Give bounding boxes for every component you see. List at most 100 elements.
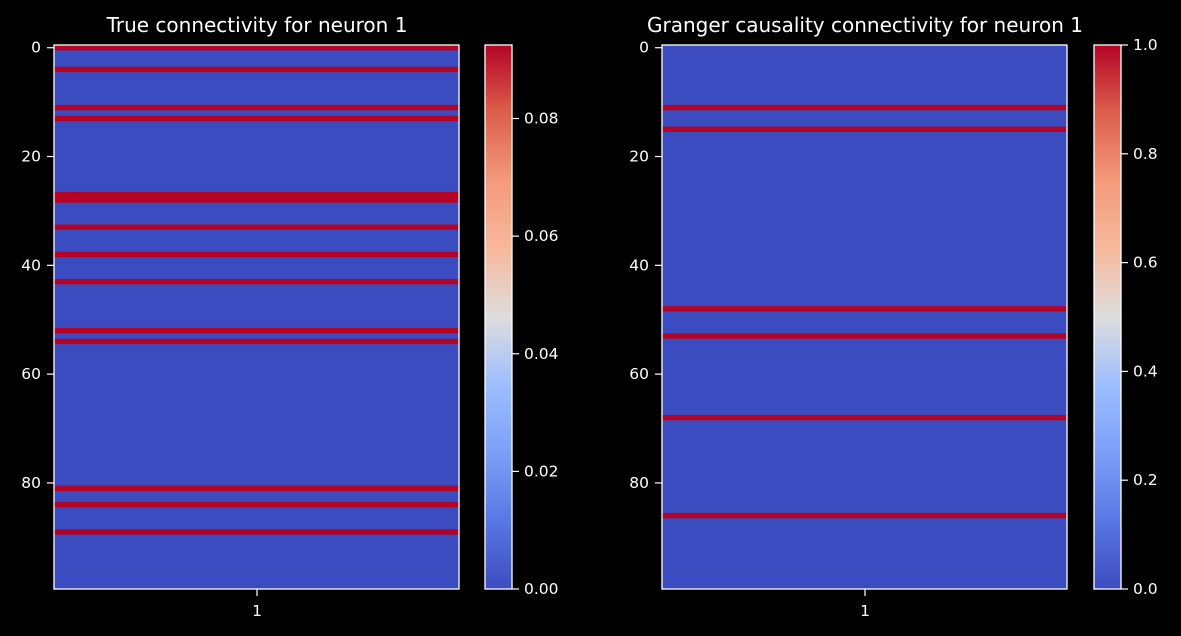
heatmap-cell-low [54, 322, 459, 329]
heatmap-cell-high [662, 126, 1067, 133]
heatmap-cell-low [54, 72, 459, 78]
chart-title: Granger causality connectivity for neuro… [647, 13, 1083, 37]
heatmap-cell-low [662, 213, 1067, 220]
heatmap-cell-low [54, 333, 459, 340]
svg-text:0: 0 [31, 39, 41, 57]
heatmap-cell-low [662, 142, 1067, 149]
heatmap-cell-low [662, 88, 1067, 95]
heatmap-cell-low [54, 110, 459, 117]
colorbar-frame [1093, 44, 1122, 590]
svg-text:60: 60 [629, 365, 649, 383]
heatmap-cell-high [54, 327, 459, 334]
heatmap-cell-low [54, 121, 459, 127]
heatmap-cell-low [662, 246, 1067, 253]
heatmap-cell-low [54, 50, 459, 57]
y-tick-60: 60 [21, 365, 54, 383]
heatmap-cell-low [662, 436, 1067, 443]
heatmap-cell-low [54, 518, 459, 525]
heatmap-cell-low [54, 458, 459, 465]
heatmap-cell-low [54, 360, 459, 367]
heatmap-cell-low [662, 121, 1067, 127]
heatmap-cell-low [54, 414, 459, 421]
heatmap-cell-low [662, 257, 1067, 263]
heatmap-cell-low [662, 55, 1067, 62]
heatmap-cell-low [662, 66, 1067, 73]
heatmap-cell-low [54, 153, 459, 160]
y-tick-80: 80 [21, 474, 54, 492]
heatmap-cell-low [54, 425, 459, 432]
heatmap-cell-low [662, 137, 1067, 144]
heatmap-cell-low [54, 572, 459, 579]
heatmap-cell-low [662, 458, 1067, 465]
heatmap-panel-granger: Granger causality connectivity for neuro… [629, 13, 1157, 620]
y-axis: 0 20 40 60 80 [21, 39, 54, 492]
heatmap-cell-low [662, 170, 1067, 176]
heatmap-cell-low [54, 540, 459, 546]
heatmap-cell-low [54, 137, 459, 144]
heatmap-cell-low [54, 170, 459, 176]
heatmap-cell-low [54, 561, 459, 568]
heatmap-cell-low [662, 338, 1067, 345]
heatmap-cell-low [662, 45, 1067, 51]
heatmap-cell-low [54, 229, 459, 236]
heatmap-cell-low [54, 567, 459, 574]
heatmap-cell-high [54, 45, 459, 51]
heatmap-cell-low [662, 469, 1067, 476]
heatmap-cell-low [54, 556, 459, 563]
cbar-tick-3: 0.6 [1121, 254, 1158, 272]
svg-text:0.00: 0.00 [524, 580, 559, 598]
heatmap-cell-low [54, 355, 459, 361]
heatmap-cell-low [662, 523, 1067, 530]
heatmap-cell-low [54, 420, 459, 427]
heatmap-cell-low [54, 311, 459, 318]
heatmap-cell-low [54, 289, 459, 296]
heatmap-cell-low [54, 235, 459, 242]
heatmap-cell-low [54, 246, 459, 253]
svg-text:20: 20 [21, 148, 41, 166]
heatmap-cell-low [662, 159, 1067, 166]
heatmap-cell-high [662, 104, 1067, 111]
heatmap-cell-low [662, 273, 1067, 280]
heatmap-cell-low [54, 295, 459, 302]
heatmap-cell-low [662, 344, 1067, 350]
heatmap-cell-high [54, 485, 459, 492]
heatmap-cell-low [54, 578, 459, 584]
heatmap-cell-low [54, 436, 459, 443]
heatmap-cell-high [54, 104, 459, 111]
colorbar-ticks: 0.0 0.2 0.4 0.6 0.8 1.0 [1121, 36, 1158, 598]
heatmap-cell-low [662, 284, 1067, 291]
heatmap-cell-low [662, 72, 1067, 78]
heatmap-cell-low [662, 77, 1067, 84]
heatmap-cell-low [662, 148, 1067, 155]
heatmap-cell-low [54, 142, 459, 149]
svg-text:0.2: 0.2 [1133, 471, 1158, 489]
heatmap-cell-low [662, 382, 1067, 389]
heatmap-cell-low [54, 491, 459, 497]
heatmap-cell-low [54, 257, 459, 263]
heatmap-cell-low [54, 300, 459, 307]
heatmap-cell-low [662, 197, 1067, 204]
heatmap-cell-low [662, 262, 1067, 269]
heatmap-cell-high [662, 414, 1067, 421]
heatmap-cell-low [662, 561, 1067, 568]
heatmap-cell-low [54, 393, 459, 399]
heatmap-cell-low [662, 300, 1067, 307]
heatmap-cell-low [662, 360, 1067, 367]
heatmap-cell-low [662, 164, 1067, 171]
heatmap-cell-low [54, 376, 459, 383]
heatmap-cell-low [662, 431, 1067, 438]
colorbar-gradient [1094, 45, 1121, 589]
svg-text:0.6: 0.6 [1133, 254, 1158, 272]
svg-text:0.08: 0.08 [524, 110, 559, 128]
heatmap-cell-low [662, 219, 1067, 225]
heatmap-cell-low [662, 349, 1067, 356]
svg-text:0.4: 0.4 [1133, 362, 1158, 380]
heatmap-cell-low [54, 186, 459, 193]
x-tick-label: 1 [252, 602, 262, 620]
cbar-tick-1: 0.02 [512, 462, 559, 480]
x-tick-label: 1 [860, 602, 870, 620]
heatmap-cell-low [54, 447, 459, 454]
heatmap-cell-low [662, 251, 1067, 258]
heatmap-cell-low [662, 317, 1067, 323]
heatmap-cell-low [662, 115, 1067, 122]
